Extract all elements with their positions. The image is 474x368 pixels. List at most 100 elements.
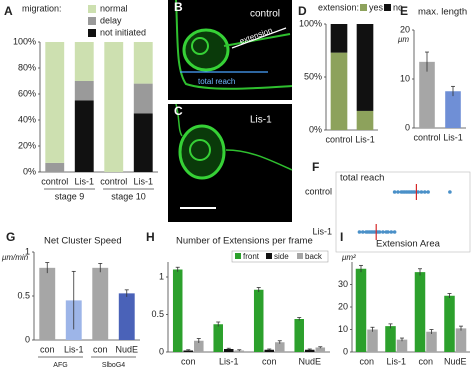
data-point	[419, 190, 424, 194]
bar	[253, 289, 264, 352]
x-tick-label: Lis-1	[386, 356, 406, 366]
x-tick-label: control	[413, 132, 440, 142]
chart-title: Net Cluster Speed	[44, 236, 122, 247]
x-tick-label: Lis-1	[133, 176, 153, 186]
bar-segment	[133, 113, 153, 172]
bar	[445, 91, 461, 128]
panel-letter: A	[4, 4, 13, 18]
y-tick-label: 0	[405, 122, 410, 132]
image-label: control	[250, 9, 280, 20]
bar	[304, 349, 315, 352]
bar	[118, 293, 135, 340]
y-tick-label: 1	[25, 246, 30, 256]
bar	[419, 61, 435, 128]
y-tick-label: 0%	[309, 124, 322, 134]
legend-label: side	[274, 252, 289, 261]
legend-title: migration:	[22, 3, 62, 13]
y-tick-label: 100%	[299, 18, 322, 28]
legend-swatch	[88, 29, 96, 37]
x-tick-label: con	[93, 344, 108, 354]
x-tick-label: Lis-1	[219, 356, 239, 366]
row-label: Lis-1	[312, 226, 332, 236]
y-tick-label: 0	[25, 334, 30, 344]
y-tick-label: 20%	[18, 140, 36, 150]
bar	[367, 329, 378, 352]
bar	[92, 267, 109, 340]
data-point	[389, 230, 394, 234]
bar-segment	[133, 83, 153, 114]
data-point	[412, 190, 417, 194]
legend-label: no	[393, 2, 403, 12]
bar	[213, 324, 223, 352]
y-tick-label: 20	[338, 301, 348, 311]
y-tick-label: 0.5	[151, 309, 164, 319]
bar-segment	[133, 42, 153, 84]
x-tick-label: Lis-1	[74, 176, 94, 186]
data-point	[361, 230, 365, 234]
y-axis-label: μm²	[341, 253, 356, 262]
chart-title: Number of Extensions per frame	[176, 236, 313, 247]
data-point	[386, 230, 390, 234]
y-tick-label: 0.5	[17, 290, 30, 300]
group-label: SlboG4	[102, 362, 125, 368]
bar-segment	[74, 42, 94, 81]
bar	[39, 267, 56, 340]
panel-letter: F	[312, 160, 319, 174]
panel-letter: E	[400, 4, 408, 18]
cell-outline	[175, 103, 293, 171]
extension-marker	[231, 27, 287, 49]
chart-title: total reach	[340, 173, 384, 184]
bar	[172, 269, 183, 352]
chart-title: max. length	[418, 7, 467, 18]
x-tick-label: control	[100, 176, 127, 186]
panel-letter: B	[174, 0, 183, 14]
data-point	[416, 190, 420, 194]
legend-swatch	[88, 5, 96, 13]
x-tick-label: Lis-1	[355, 134, 375, 144]
bar	[444, 295, 455, 352]
data-point	[422, 190, 427, 194]
bar	[223, 349, 234, 352]
legend-box	[231, 250, 329, 263]
data-point	[392, 190, 397, 194]
bar-segment	[356, 110, 374, 130]
x-tick-label: con	[262, 356, 277, 366]
bar	[315, 347, 326, 352]
y-tick-label: 10	[338, 324, 348, 334]
legend-label: normal	[100, 3, 128, 13]
group-label: AFG	[53, 362, 67, 368]
panel-letter: H	[146, 230, 155, 244]
x-tick-label: control	[41, 176, 68, 186]
y-tick-label: 50%	[304, 71, 322, 81]
y-tick-label: 30	[338, 279, 348, 289]
bar	[414, 272, 426, 352]
bar-segment	[356, 24, 374, 111]
bar	[385, 326, 396, 352]
bar-segment	[45, 42, 65, 163]
legend-swatch	[88, 17, 96, 25]
legend-label: yes	[369, 2, 384, 12]
bar-segment	[74, 81, 94, 101]
bar-segment	[74, 100, 94, 172]
y-tick-label: 100%	[13, 36, 36, 46]
chart-title: Extension Area	[376, 239, 441, 250]
image-label: Lis-1	[250, 115, 272, 126]
legend-swatch	[384, 4, 391, 11]
y-tick-label: 0%	[23, 166, 36, 176]
image-b: B control extension total reach	[168, 0, 293, 100]
image-c: C Lis-1	[168, 103, 293, 222]
x-tick-label: NudE	[115, 344, 138, 354]
y-tick-label: 1	[159, 271, 164, 281]
data-point	[392, 230, 397, 234]
panel-letter: D	[298, 4, 307, 18]
bar-segment	[45, 162, 65, 172]
data-point	[381, 230, 385, 234]
y-tick-label: 0	[343, 346, 348, 356]
bar	[275, 342, 285, 352]
x-tick-label: con	[181, 356, 196, 366]
data-point	[396, 190, 400, 194]
panel-letter: C	[174, 104, 183, 118]
group-label: stage 9	[55, 191, 85, 201]
extension-shape	[223, 33, 291, 47]
x-tick-label: Lis-1	[64, 344, 84, 354]
